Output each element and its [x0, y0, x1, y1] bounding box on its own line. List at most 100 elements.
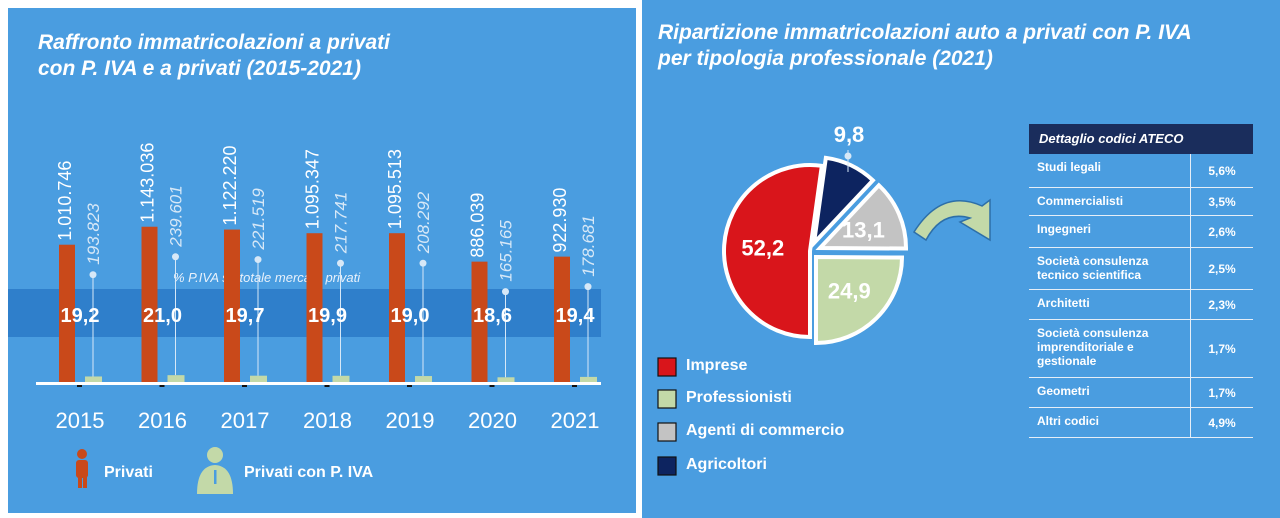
year-label: 2018	[303, 408, 352, 433]
year-label: 2016	[138, 408, 187, 433]
piva-leader-dot	[584, 283, 592, 291]
legend-label-professionisti: Professionisti	[686, 389, 792, 406]
privati-value-label: 1.095.347	[303, 149, 323, 229]
privati-bar	[554, 256, 570, 382]
legend-label-imprese: Imprese	[686, 357, 748, 374]
ateco-table-row: Altri codici 4,9%	[1029, 408, 1253, 438]
percent-label: 19,7	[226, 305, 265, 327]
pie-value-label: 24,9	[828, 279, 871, 304]
year-label: 2019	[386, 408, 435, 433]
pie-slice-2	[815, 182, 908, 251]
right-title-line1: Ripartizione immatricolazioni auto a pri…	[658, 21, 1192, 44]
piva-value-label: 193.823	[84, 203, 103, 265]
x-axis-line	[36, 382, 601, 385]
percent-label: 19,0	[391, 305, 430, 327]
percent-band	[8, 289, 601, 337]
ateco-row-value: 1,7%	[1208, 341, 1236, 356]
privati-bar	[306, 233, 323, 382]
piva-leader-dot	[337, 259, 344, 267]
agricoltori-leader-dot	[844, 152, 852, 160]
piva-bar	[497, 377, 515, 382]
person-icon-leg	[83, 476, 87, 488]
ateco-table-row: Studi legali 5,6%	[1029, 154, 1253, 188]
piva-leader-dot	[502, 288, 509, 296]
piva-leader-dot	[254, 256, 262, 264]
percent-label: 18,6	[473, 305, 512, 327]
legend-swatch	[657, 357, 677, 377]
right-chart-panel: Ripartizione immatricolazioni auto a pri…	[642, 0, 1280, 518]
piva-bar	[415, 376, 432, 382]
percent-label: 19,4	[556, 305, 596, 327]
right-title-line2: per tipologia professionale (2021)	[658, 47, 993, 70]
person-icon-body	[76, 460, 88, 478]
ateco-table-body: Studi legali 5,6% Commercialisti 3,5% Ingegn…	[1029, 154, 1253, 438]
ateco-table-row: Società consulenza tecnico scientifica 2,…	[1029, 248, 1253, 290]
piva-value-label: 221.519	[249, 188, 268, 251]
pie-value-label: 13,1	[842, 217, 885, 242]
piva-value-label: 239.601	[167, 185, 186, 247]
ateco-table-header: Dettaglio codici ATECO	[1029, 124, 1253, 154]
person-icon-head	[77, 449, 87, 459]
legend-label-privati: Privati	[104, 464, 153, 481]
piva-value-label: 178.681	[579, 215, 598, 276]
privati-bar	[389, 233, 405, 382]
arrow-icon	[912, 198, 991, 242]
piva-bar	[85, 376, 102, 382]
legend-swatch	[657, 456, 677, 476]
privati-bar	[471, 261, 488, 382]
privati-value-label: 1.122.220	[220, 145, 240, 225]
right-chart-title: Ripartizione immatricolazioni auto a pri…	[658, 20, 1192, 72]
ateco-table-row: Ingegneri 2,6%	[1029, 216, 1253, 248]
piva-value-label: 165.165	[497, 220, 516, 282]
ateco-row-name: Società consulenza tecnico scientifica	[1029, 248, 1191, 289]
ateco-row-value: 2,3%	[1208, 297, 1236, 312]
ateco-row-name: Altri codici	[1029, 408, 1191, 437]
pie-slice-0	[722, 163, 825, 340]
pie-slice-1	[814, 254, 905, 346]
bar-chart: % P.IVA su totale mercato privati 1.010.7…	[8, 143, 601, 494]
ateco-row-value: 2,5%	[1208, 261, 1236, 276]
privati-bar	[59, 244, 75, 382]
privati-value-label: 1.010.746	[55, 161, 75, 241]
year-label: 2015	[56, 408, 105, 433]
piva-bar	[167, 375, 185, 382]
pie-value-label: 9,8	[834, 122, 865, 147]
piva-bar	[332, 375, 350, 382]
percent-label: 19,9	[308, 305, 347, 327]
year-label: 2017	[221, 408, 270, 433]
piva-bar	[250, 375, 267, 382]
ateco-row-value: 1,7%	[1208, 385, 1236, 400]
ateco-row-value: 5,6%	[1208, 163, 1236, 178]
person-icon-privati	[76, 449, 88, 488]
left-chart-title: Raffronto immatricolazioni a privati con…	[38, 30, 390, 82]
year-label: 2021	[551, 408, 600, 433]
piva-value-label: 208.292	[414, 191, 433, 254]
legend-label-agricoltori: Agricoltori	[686, 456, 767, 473]
privati-bar	[224, 229, 240, 382]
percent-label: 19,2	[61, 305, 100, 327]
left-chart-panel: Raffronto immatricolazioni a privati con…	[8, 8, 636, 513]
ateco-table: Dettaglio codici ATECO Studi legali 5,6% C…	[1029, 124, 1253, 438]
left-title-line1: Raffronto immatricolazioni a privati	[38, 31, 391, 54]
piva-leader-dot	[419, 259, 427, 267]
percent-band-label: % P.IVA su totale mercato privati	[173, 270, 361, 285]
legend-swatch	[657, 422, 677, 442]
ateco-row-name: Ingegneri	[1029, 216, 1191, 247]
year-label: 2020	[468, 408, 517, 433]
privati-bar	[141, 226, 158, 382]
ateco-row-name: Società consulenza imprenditoriale e ges…	[1029, 320, 1191, 377]
ateco-row-value: 2,6%	[1208, 224, 1236, 239]
ateco-row-value: 4,9%	[1208, 415, 1236, 430]
piva-value-label: 217.741	[332, 192, 351, 254]
pie-slice-3	[811, 155, 876, 249]
piva-leader-dot	[172, 253, 179, 261]
privati-value-label: 1.095.513	[385, 149, 405, 229]
piva-leader-dot	[89, 271, 97, 279]
ateco-table-row: Società consulenza imprenditoriale e ges…	[1029, 320, 1253, 378]
pie-value-label: 52,2	[741, 236, 784, 261]
ateco-row-value: 3,5%	[1208, 194, 1236, 209]
legend-swatch	[657, 389, 677, 409]
ateco-table-row: Commercialisti 3,5%	[1029, 188, 1253, 216]
businessman-icon-tie	[214, 470, 217, 484]
pie-chart: 52,2 9,8 13,1 24,9	[657, 122, 991, 476]
